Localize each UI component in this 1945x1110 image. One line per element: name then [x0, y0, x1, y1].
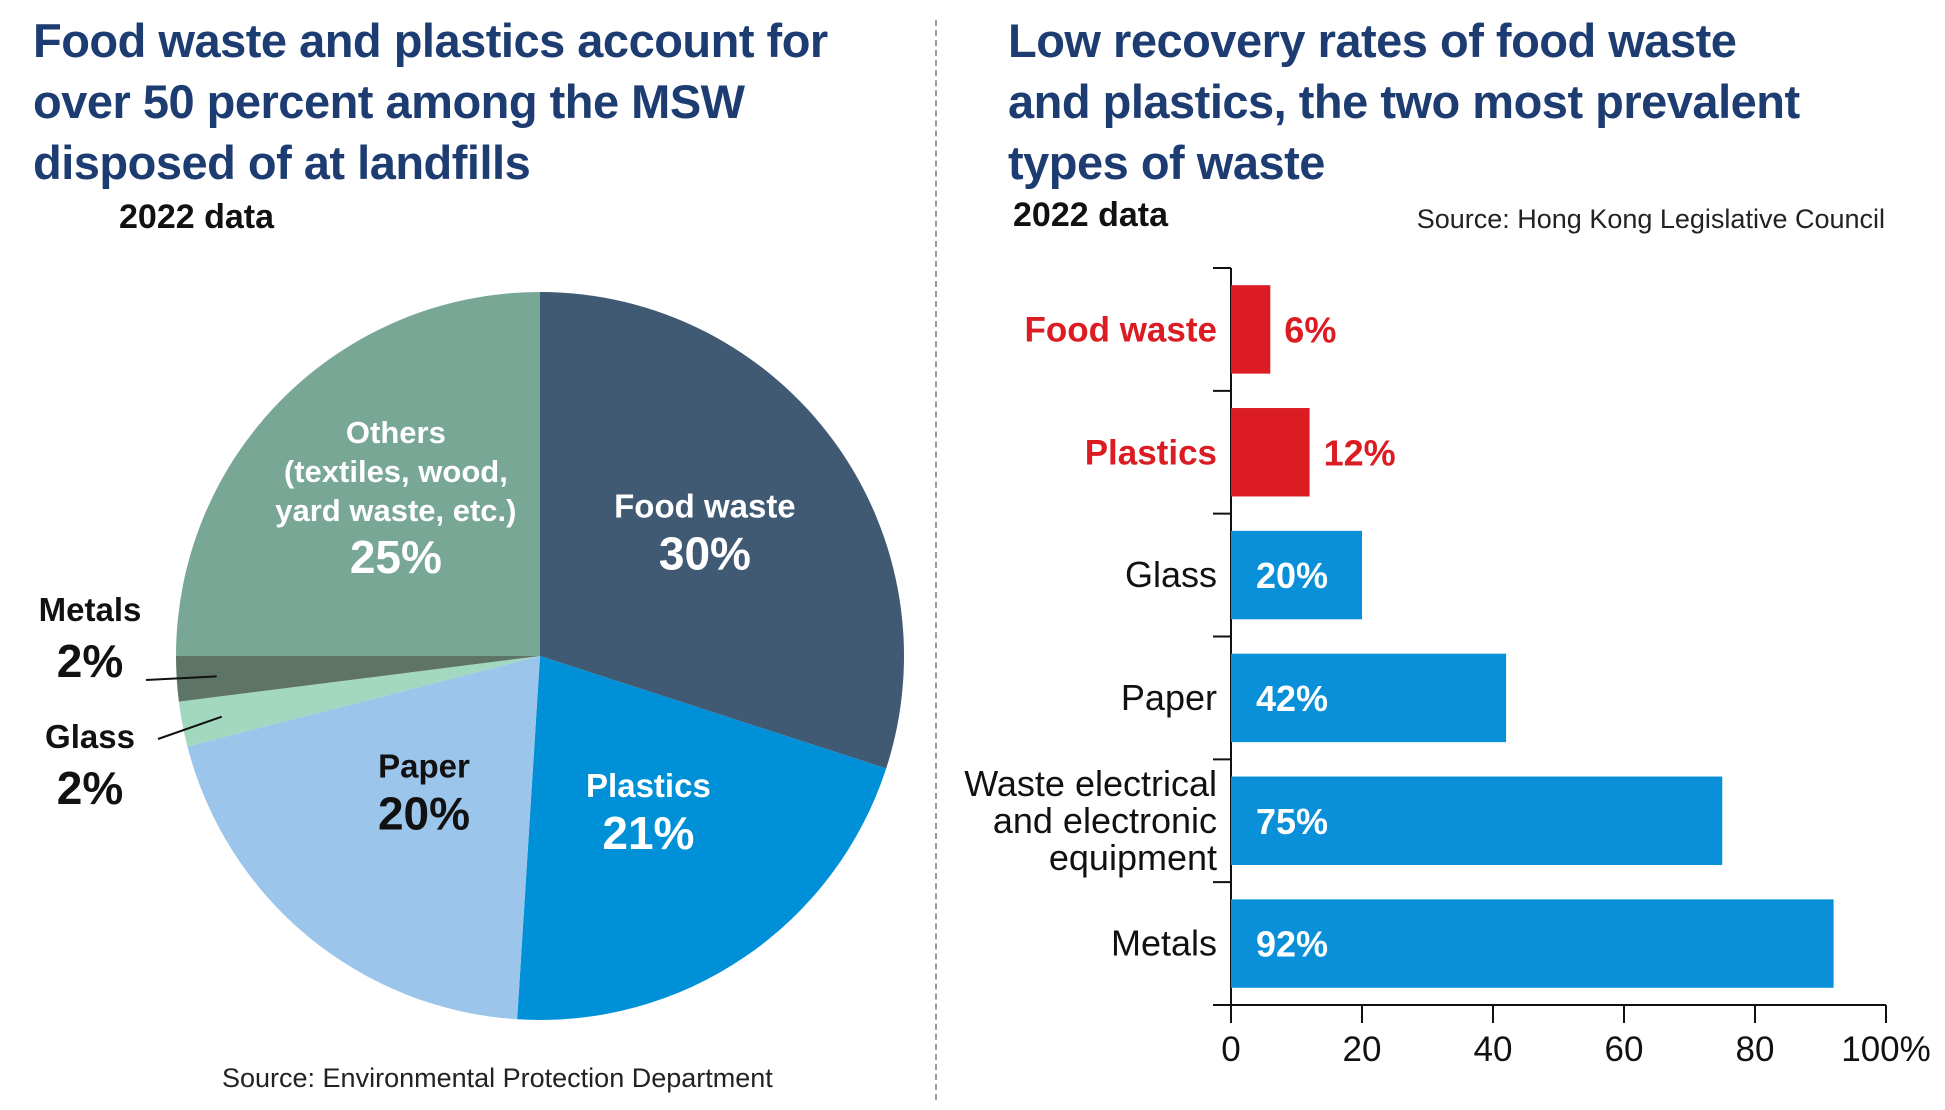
bar-value-label-paper: 42%	[1256, 678, 1328, 719]
pie-label-others: Others (textiles, wood, yard waste, etc.)	[275, 415, 516, 528]
pie-chart-subtitle: 2022 data	[119, 198, 274, 236]
pie-label-food-waste-line: Food waste	[614, 488, 796, 525]
bar-paper	[1231, 653, 1507, 743]
bar-x-tick-label: 0	[1221, 1030, 1240, 1069]
bar-metals	[1231, 899, 1834, 988]
pie-label-plastics-line: Plastics	[586, 767, 711, 804]
bar-category-label-weee: Waste electrical and electronic equipment	[964, 763, 1217, 878]
pie-label-others-line: Others	[346, 415, 446, 450]
pie-value-food-waste: 30%	[659, 528, 751, 580]
pie-label-others-line: yard waste, etc.)	[275, 493, 516, 528]
bar-plastics	[1231, 408, 1310, 497]
pie-slice-glass	[178, 656, 541, 747]
bar-category-label-weee-line: Waste electrical	[964, 763, 1217, 804]
pie-slice-others	[176, 292, 540, 656]
bar-value-label-plastics: 12%	[1324, 432, 1396, 473]
bar-chart-source: Source: Hong Kong Legislative Council	[1416, 204, 1885, 234]
bar-chart-subtitle: 2022 data	[1013, 196, 1168, 234]
pie-label-others-line: (textiles, wood,	[284, 454, 508, 489]
pie-leader-metals	[145, 675, 217, 681]
pie-leader-glass	[157, 715, 223, 740]
pie-value-metals: 2%	[57, 635, 123, 687]
bar-category-label-paper-line: Paper	[1121, 677, 1217, 718]
bar-category-label-metals-line: Metals	[1111, 923, 1217, 964]
bar-category-label-food-waste-line: Food waste	[1024, 310, 1217, 349]
bar-category-label-metals: Metals	[1111, 923, 1217, 964]
pie-slice-plastics	[517, 656, 887, 1020]
pie-label-metals: Metals	[39, 591, 142, 628]
pie-label-paper-line: Paper	[378, 748, 470, 785]
pie-slice-metals	[176, 656, 540, 702]
pie-label-paper: Paper	[378, 748, 470, 785]
pie-label-plastics: Plastics	[586, 767, 711, 804]
pie-slice-paper	[187, 656, 540, 1020]
pie-slice-food-waste	[540, 292, 904, 769]
pie-chart-title: Food waste and plastics account for over…	[33, 14, 828, 189]
bar-x-tick-label: 100%	[1841, 1030, 1931, 1069]
bar-value-label-food-waste: 6%	[1284, 309, 1336, 350]
bar-value-label-metals: 92%	[1256, 924, 1328, 965]
bar-category-label-glass-line: Glass	[1125, 554, 1217, 595]
bar-value-label-weee: 75%	[1256, 801, 1328, 842]
bar-x-tick-label: 20	[1343, 1030, 1382, 1069]
panel-divider	[935, 20, 937, 1100]
bar-chart-title: Low recovery rates of food waste and pla…	[1008, 14, 1800, 189]
bar-value-label-glass: 20%	[1256, 555, 1328, 596]
bar-category-label-plastics-line: Plastics	[1085, 433, 1217, 472]
bar-glass	[1231, 530, 1362, 620]
pie-value-others: 25%	[350, 531, 442, 583]
bar-category-label-plastics: Plastics	[1085, 433, 1217, 472]
pie-chart-source: Source: Environmental Protection Departm…	[222, 1063, 773, 1093]
bar-category-label-weee-line: and electronic	[993, 800, 1217, 841]
bar-x-tick-label: 80	[1736, 1030, 1775, 1069]
bar-category-label-glass: Glass	[1125, 554, 1217, 595]
bar-x-tick-label: 40	[1474, 1030, 1513, 1069]
pie-value-glass: 2%	[57, 762, 123, 814]
bar-x-tick-label: 60	[1605, 1030, 1644, 1069]
bar-category-label-weee-line: equipment	[1049, 837, 1217, 878]
bar-category-label-paper: Paper	[1121, 677, 1217, 718]
pie-label-glass: Glass	[45, 718, 135, 755]
pie-label-food-waste: Food waste	[614, 488, 796, 525]
pie-value-plastics: 21%	[602, 807, 694, 859]
bar-weee	[1231, 776, 1723, 865]
bar-category-label-food-waste: Food waste	[1024, 310, 1217, 349]
bar-food-waste	[1231, 285, 1271, 374]
pie-value-paper: 20%	[378, 788, 470, 840]
